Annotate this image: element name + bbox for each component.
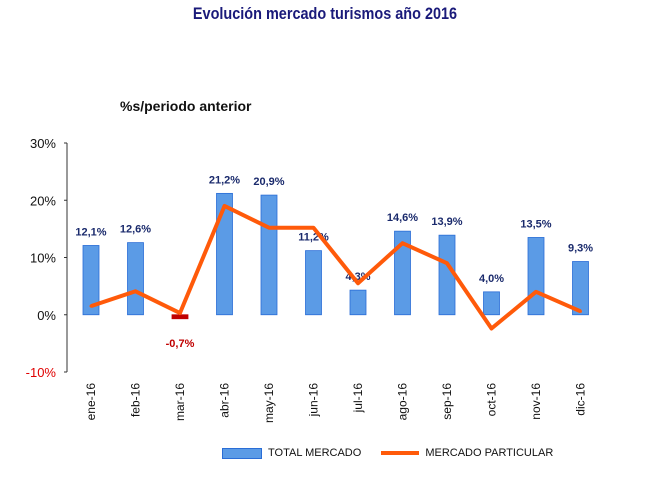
line-point — [579, 309, 582, 313]
y-tick-label: 20% — [30, 193, 56, 208]
y-tick-label: 10% — [30, 251, 56, 266]
legend-label-total: TOTAL MERCADO — [268, 447, 362, 459]
bar — [216, 192, 233, 316]
line-point — [134, 289, 137, 293]
bar-data-label: 12,1% — [75, 226, 106, 238]
bar-data-label: 9,3% — [568, 243, 593, 255]
line-point — [178, 311, 182, 315]
chart-title: Evolución mercado turismos año 2016 — [192, 4, 458, 23]
x-tick-label: ago-16 — [396, 383, 410, 421]
x-tick-label: sep-16 — [440, 383, 454, 420]
line-point — [534, 290, 538, 294]
y-tick-label: 0% — [37, 308, 56, 323]
x-tick-label: feb-16 — [129, 383, 143, 417]
x-tick-label: ene-16 — [84, 383, 98, 421]
bar — [127, 242, 144, 316]
line-point — [89, 304, 93, 308]
line-point — [312, 226, 315, 230]
x-tick-label: may-16 — [262, 383, 276, 423]
line-point — [445, 261, 449, 265]
bar — [527, 237, 545, 316]
y-tick-label: -10% — [26, 365, 57, 380]
line-point — [267, 226, 271, 230]
bar-data-label: 21,2% — [209, 174, 240, 186]
bar — [305, 250, 322, 316]
x-tick-label: oct-16 — [485, 383, 499, 417]
line-point — [401, 241, 404, 245]
chart-subtitle: %s/periodo anterior — [120, 98, 252, 114]
bar — [82, 245, 100, 316]
bar-data-label: 13,5% — [520, 218, 551, 230]
bar-data-label: 14,6% — [387, 212, 418, 224]
bar-data-label: 12,6% — [120, 224, 151, 236]
line-point — [490, 326, 493, 330]
x-tick-label: mar-16 — [173, 383, 187, 421]
bar-data-label: 4,0% — [479, 273, 504, 285]
bar — [260, 194, 278, 316]
line-point — [356, 281, 360, 285]
x-tick-label: dic-16 — [574, 383, 588, 416]
line-series-mercado-particular — [90, 203, 582, 331]
bar-data-label: 20,9% — [253, 176, 284, 188]
bar — [572, 261, 589, 316]
x-tick-label: abr-16 — [218, 383, 232, 418]
bar-data-label: -0,7% — [166, 338, 195, 350]
bar — [349, 289, 367, 316]
bar-data-label: 13,9% — [431, 216, 462, 228]
legend-line-swatch — [381, 451, 420, 455]
x-tick-label: nov-16 — [529, 383, 543, 420]
line-point — [223, 204, 226, 208]
bar — [171, 314, 189, 320]
legend: TOTAL MERCADO MERCADO PARTICULAR — [222, 447, 553, 459]
bar — [483, 291, 500, 316]
legend-bar-swatch — [222, 447, 262, 459]
x-tick-label: jul-16 — [351, 383, 365, 414]
bar — [394, 230, 411, 316]
y-tick-label: 30% — [30, 136, 56, 151]
x-tick-label: jun-16 — [307, 383, 321, 418]
legend-label-particular: MERCADO PARTICULAR — [425, 447, 554, 459]
